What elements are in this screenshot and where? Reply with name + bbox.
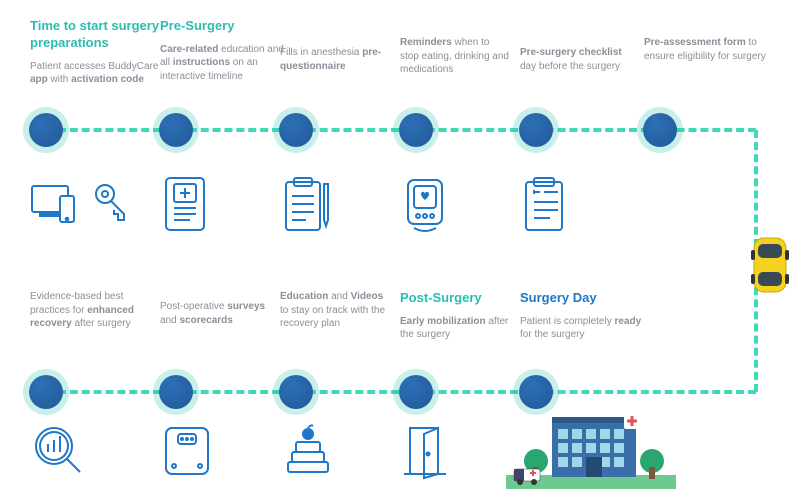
step-desc-0: Patient accesses BuddyCare app with acti… xyxy=(30,60,160,87)
stage-top-2: Fills in anesthesia pre-questionnaire xyxy=(280,46,390,83)
node-top-4 xyxy=(519,113,553,147)
node-bot-1 xyxy=(159,375,193,409)
node-bot-3 xyxy=(399,375,433,409)
stage-start: Time to start surgery preparations Patie… xyxy=(30,18,160,97)
section-title-pre: Pre-Surgery xyxy=(160,18,290,35)
node-bot-2 xyxy=(279,375,313,409)
step-desc-1: Care-related education and all instructi… xyxy=(160,43,290,84)
icon-scale xyxy=(160,416,270,486)
stage-pre: Pre-Surgery Care-related education and a… xyxy=(160,18,290,93)
stage-top-5: Pre-assessment form to ensure eligibilit… xyxy=(644,36,774,73)
icon-magnify-chart xyxy=(30,416,140,486)
stage-bot-1: Post-operative surveys and scorecards xyxy=(160,300,270,337)
step-desc-b3: Early mobilization after the surgery xyxy=(400,315,510,342)
section-title-post: Post-Surgery xyxy=(400,290,510,307)
step-desc-b2: Education and Videos to stay on track wi… xyxy=(280,290,390,331)
stage-bot-0: Evidence-based best practices for enhanc… xyxy=(30,290,150,341)
section-title-day: Surgery Day xyxy=(520,290,650,307)
icon-devices-key xyxy=(30,170,140,240)
stage-bot-3: Post-Surgery Early mobilization after th… xyxy=(400,290,510,352)
node-top-3 xyxy=(399,113,433,147)
stage-bot-2: Education and Videos to stay on track wi… xyxy=(280,290,390,341)
step-desc-b1: Post-operative surveys and scorecards xyxy=(160,300,270,327)
node-top-2 xyxy=(279,113,313,147)
icon-clipboard-checks xyxy=(520,170,630,240)
icon-hospital xyxy=(506,416,686,486)
node-top-1 xyxy=(159,113,193,147)
node-bot-0 xyxy=(29,375,63,409)
stage-top-4: Pre-surgery checklist day before the sur… xyxy=(520,46,640,83)
icon-med-card xyxy=(160,170,270,240)
icon-door xyxy=(400,416,510,486)
stage-top-3: Reminders when to stop eating, drinking … xyxy=(400,36,510,87)
step-desc-5: Pre-assessment form to ensure eligibilit… xyxy=(644,36,774,63)
stage-bot-4: Surgery Day Patient is completely ready … xyxy=(520,290,650,352)
section-title-start: Time to start surgery preparations xyxy=(30,18,160,52)
step-desc-b0: Evidence-based best practices for enhanc… xyxy=(30,290,150,331)
car-icon xyxy=(748,230,792,305)
step-desc-4: Pre-surgery checklist day before the sur… xyxy=(520,46,640,73)
icon-clipboard-pen xyxy=(280,170,390,240)
node-bot-4 xyxy=(519,375,553,409)
node-top-5 xyxy=(643,113,677,147)
step-desc-b4: Patient is completely ready for the surg… xyxy=(520,315,650,342)
step-desc-3: Reminders when to stop eating, drinking … xyxy=(400,36,510,77)
icon-books-apple xyxy=(280,416,390,486)
step-desc-2: Fills in anesthesia pre-questionnaire xyxy=(280,46,390,73)
icon-device-heart xyxy=(400,170,510,240)
node-top-0 xyxy=(29,113,63,147)
